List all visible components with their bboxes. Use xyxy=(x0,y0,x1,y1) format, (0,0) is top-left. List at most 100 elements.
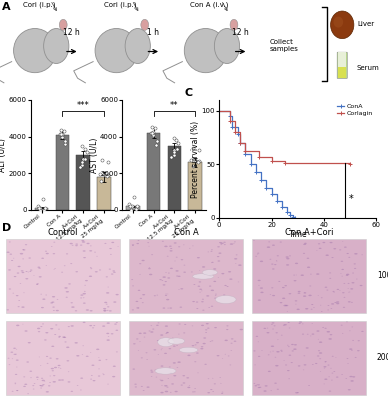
Circle shape xyxy=(14,276,16,277)
Circle shape xyxy=(223,242,226,243)
Circle shape xyxy=(29,371,32,372)
Circle shape xyxy=(311,304,314,305)
Circle shape xyxy=(331,308,332,309)
Circle shape xyxy=(149,267,150,268)
Circle shape xyxy=(173,362,176,364)
Circle shape xyxy=(272,295,275,296)
Circle shape xyxy=(339,249,341,250)
Circle shape xyxy=(173,375,176,376)
Circle shape xyxy=(272,351,274,352)
Circle shape xyxy=(84,291,86,292)
Point xyxy=(58,127,64,133)
Circle shape xyxy=(93,380,95,381)
Circle shape xyxy=(202,310,204,311)
Circle shape xyxy=(58,336,61,337)
Circle shape xyxy=(83,322,86,323)
Text: Con A: Con A xyxy=(174,228,198,237)
Circle shape xyxy=(229,278,232,280)
Circle shape xyxy=(149,274,152,275)
Circle shape xyxy=(316,273,319,275)
Circle shape xyxy=(284,324,287,326)
Circle shape xyxy=(54,367,57,368)
Circle shape xyxy=(268,371,271,372)
Circle shape xyxy=(236,254,237,255)
Circle shape xyxy=(151,376,152,377)
Text: A: A xyxy=(2,2,10,12)
Bar xyxy=(55,135,69,210)
Circle shape xyxy=(66,360,69,362)
Circle shape xyxy=(95,271,98,272)
Circle shape xyxy=(163,308,165,309)
Circle shape xyxy=(21,272,24,273)
Circle shape xyxy=(40,326,42,327)
Circle shape xyxy=(331,373,333,374)
Point xyxy=(133,203,140,210)
Circle shape xyxy=(354,253,358,254)
Circle shape xyxy=(90,267,92,268)
Circle shape xyxy=(41,378,43,379)
Circle shape xyxy=(230,364,231,365)
Circle shape xyxy=(260,387,262,388)
Circle shape xyxy=(170,392,171,393)
Circle shape xyxy=(161,385,163,386)
Circle shape xyxy=(321,311,322,312)
Circle shape xyxy=(220,243,224,244)
Circle shape xyxy=(39,385,41,386)
Circle shape xyxy=(113,366,116,367)
Circle shape xyxy=(344,246,347,248)
Circle shape xyxy=(64,287,68,289)
Circle shape xyxy=(169,246,172,247)
Circle shape xyxy=(342,241,343,242)
Circle shape xyxy=(329,278,331,279)
Circle shape xyxy=(83,293,86,294)
Circle shape xyxy=(260,287,263,289)
Circle shape xyxy=(295,263,298,264)
Circle shape xyxy=(282,298,285,299)
Circle shape xyxy=(201,346,203,347)
Circle shape xyxy=(110,254,112,255)
Circle shape xyxy=(166,387,168,388)
Circle shape xyxy=(111,333,113,334)
Circle shape xyxy=(109,310,112,312)
Text: D: D xyxy=(2,223,11,233)
Circle shape xyxy=(169,348,171,349)
Circle shape xyxy=(225,340,228,341)
Circle shape xyxy=(23,376,25,377)
Circle shape xyxy=(61,272,63,273)
Circle shape xyxy=(68,381,70,382)
Circle shape xyxy=(291,362,293,363)
Circle shape xyxy=(318,350,320,351)
Point xyxy=(59,134,66,140)
Circle shape xyxy=(202,266,205,268)
Circle shape xyxy=(288,346,290,347)
Circle shape xyxy=(140,298,142,299)
Circle shape xyxy=(327,331,330,332)
Circle shape xyxy=(104,243,106,244)
Circle shape xyxy=(178,276,181,277)
Circle shape xyxy=(196,308,198,309)
Circle shape xyxy=(319,358,321,359)
Circle shape xyxy=(104,302,107,303)
Circle shape xyxy=(23,249,26,250)
Circle shape xyxy=(333,291,334,292)
Circle shape xyxy=(36,284,38,285)
Circle shape xyxy=(170,268,173,269)
Circle shape xyxy=(150,331,154,333)
Circle shape xyxy=(258,356,260,357)
Bar xyxy=(168,146,181,210)
Circle shape xyxy=(139,263,141,264)
Circle shape xyxy=(352,272,354,274)
Circle shape xyxy=(86,309,89,311)
Circle shape xyxy=(87,243,90,244)
Circle shape xyxy=(138,290,140,291)
Circle shape xyxy=(211,249,213,250)
Circle shape xyxy=(276,261,277,262)
Circle shape xyxy=(347,363,349,364)
Point xyxy=(84,148,90,155)
Point xyxy=(196,158,202,164)
Point xyxy=(173,146,180,153)
Circle shape xyxy=(142,260,145,261)
Circle shape xyxy=(98,357,99,358)
Point xyxy=(149,124,156,130)
Circle shape xyxy=(182,375,185,376)
